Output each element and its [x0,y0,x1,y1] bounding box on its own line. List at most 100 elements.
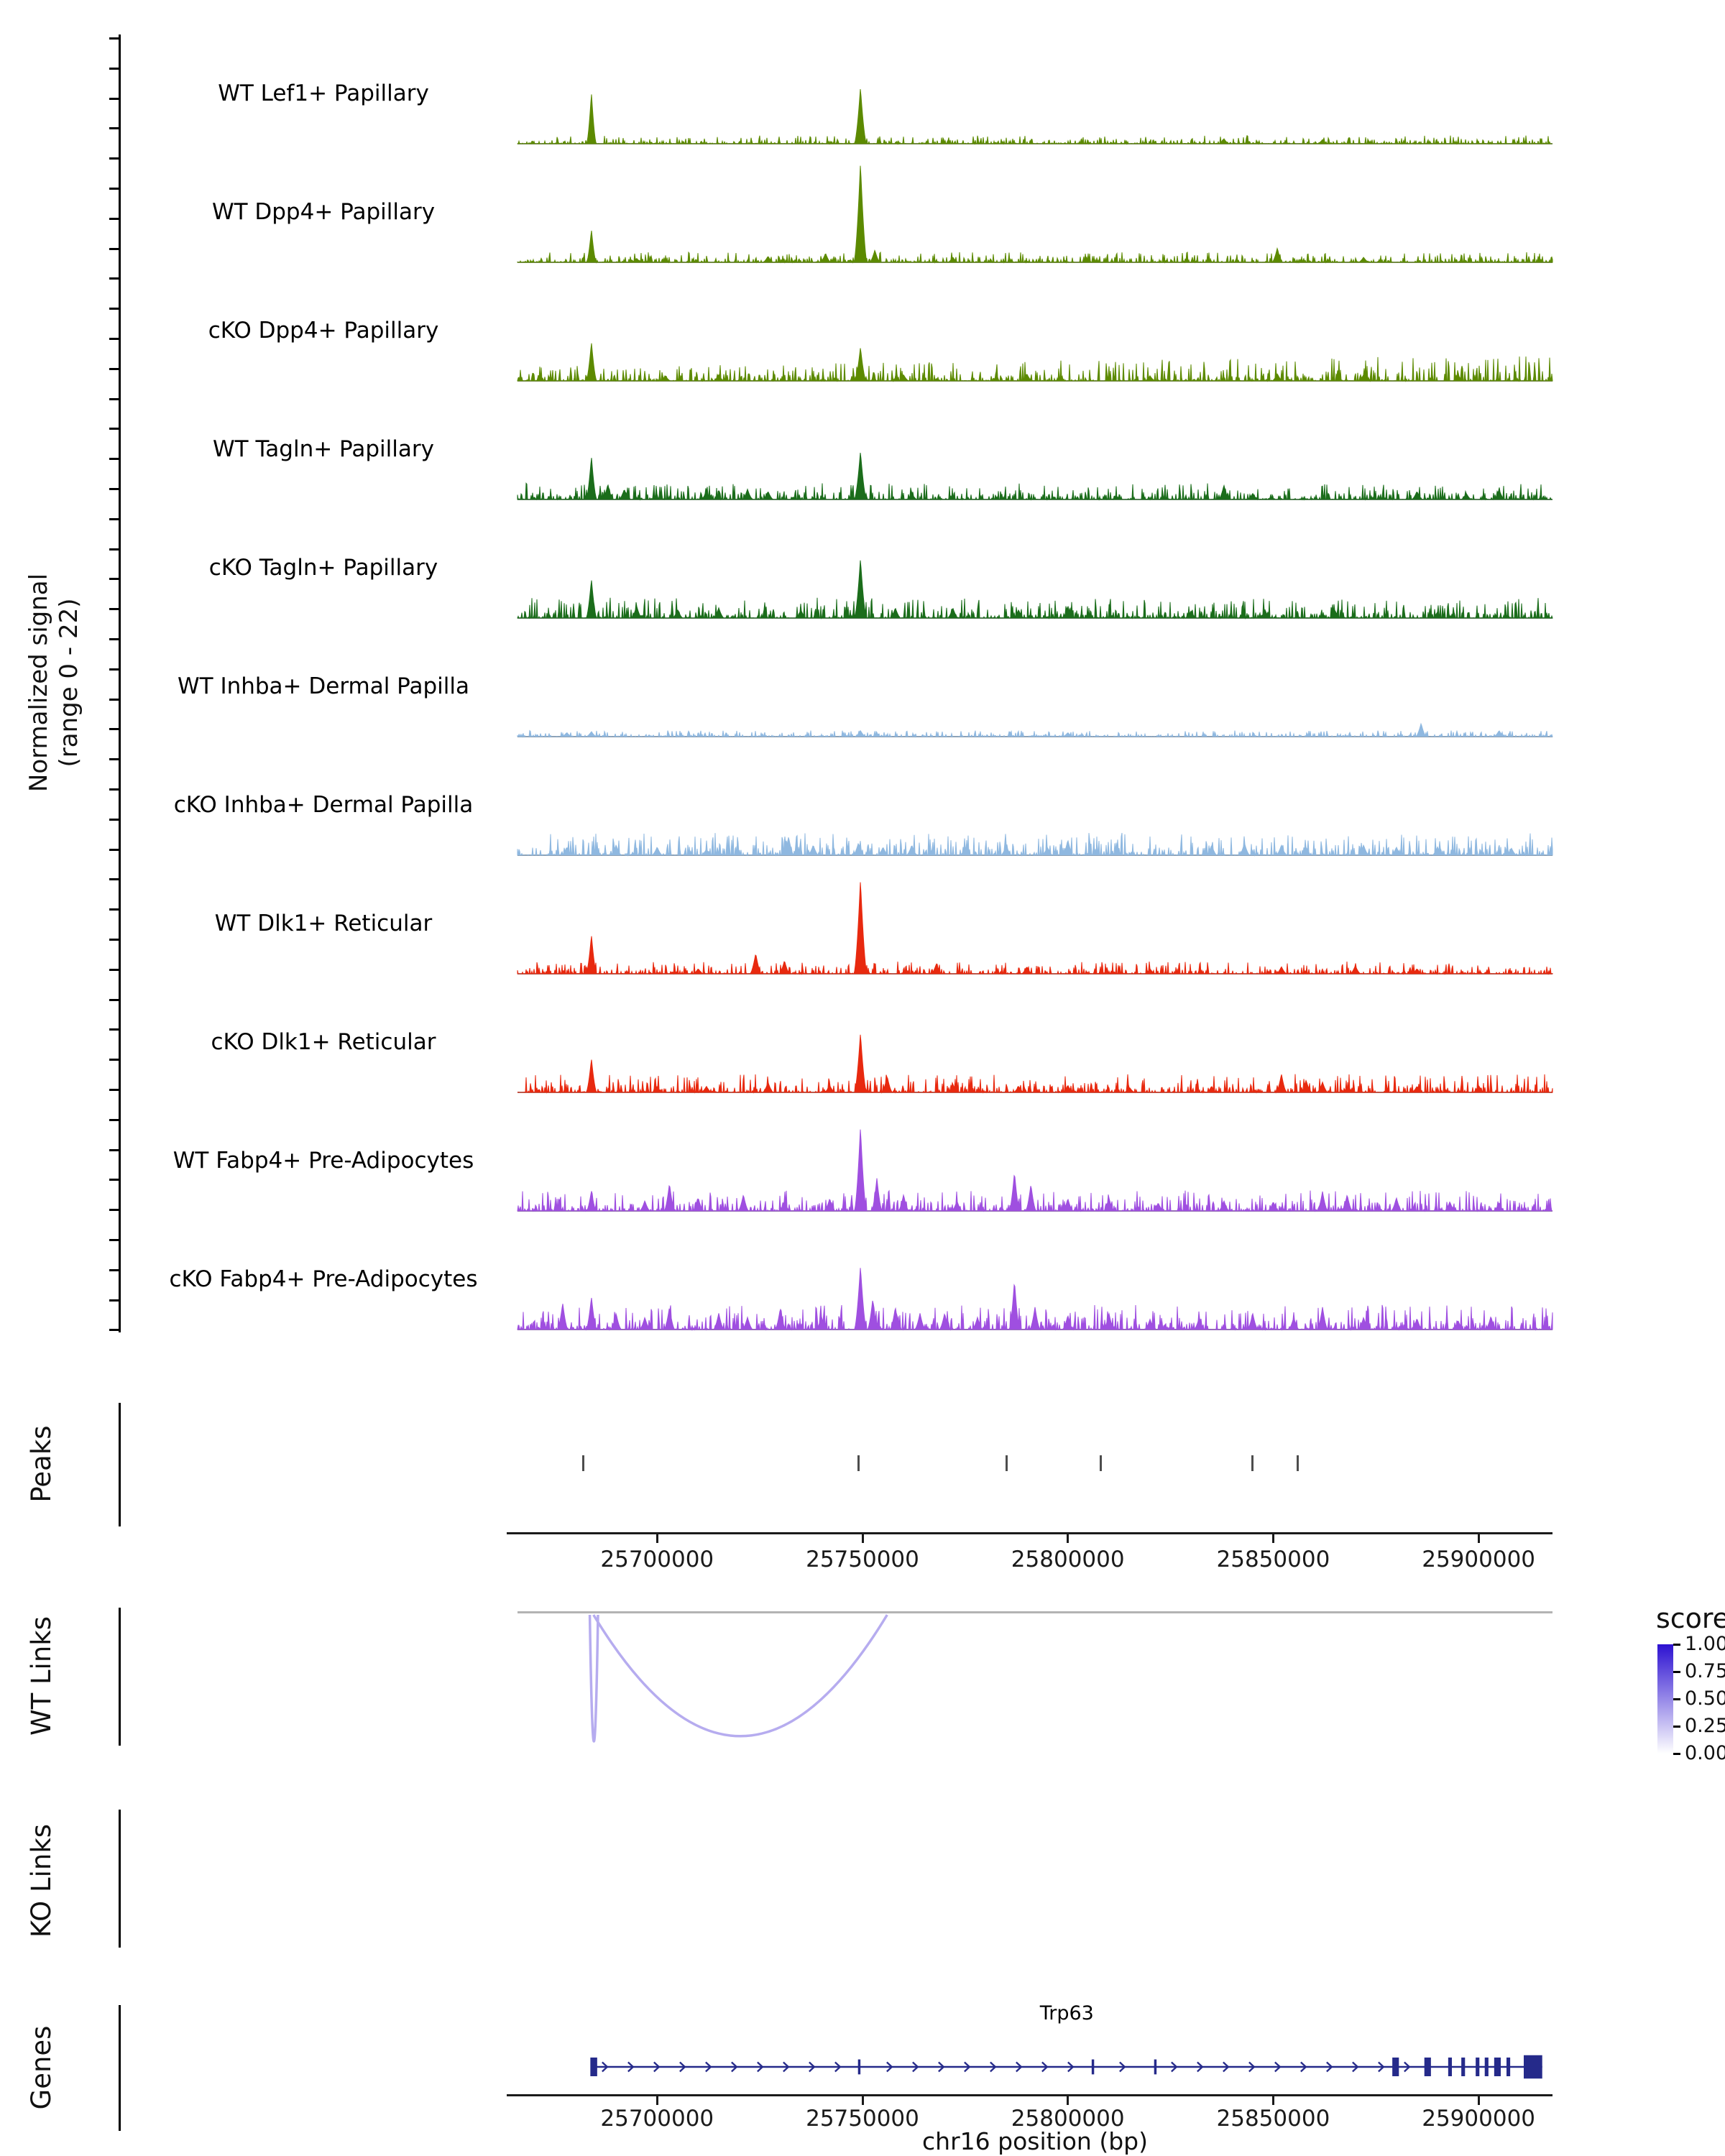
legend-tick [1673,1644,1680,1646]
x-axis-line [507,2094,1552,2096]
signal-track [517,832,1553,857]
peaks-section-label: Peaks [26,1425,57,1503]
x-axis-tick [1271,1534,1274,1543]
gene-exon [1506,2058,1511,2076]
genes-section-label: Genes [26,2025,57,2110]
y-axis-tick [109,157,119,160]
score-legend-title: score [1655,1603,1725,1634]
x-axis-tick [1271,2096,1274,2105]
signal-area [517,88,1552,145]
x-axis-tick-label: 25900000 [1422,2106,1536,2132]
signal-track [517,1268,1553,1331]
signal-track [517,1129,1552,1212]
y-axis-tick [109,67,119,70]
x-axis-tick-label: 25900000 [1422,1547,1536,1572]
y-axis-tick [109,188,119,190]
peak-call-mark [581,1455,584,1471]
legend-tick-label: 0.25 [1685,1715,1725,1737]
signal-area [517,722,1553,738]
x-axis-tick [861,1534,864,1543]
legend-tick [1673,1726,1680,1728]
x-axis-tick [656,1534,658,1543]
y-axis-tick [109,217,119,220]
y-axis-tick [109,338,119,340]
signal-area [517,560,1553,619]
signal-area [517,452,1552,501]
x-axis-tick-label: 25850000 [1216,2106,1330,2132]
signal-track [517,882,1553,975]
signal-area [517,882,1553,975]
y-axis-tick [109,1148,119,1151]
gene-exon [1476,2058,1480,2076]
x-axis-line [507,1532,1552,1534]
legend-tick [1673,1698,1680,1700]
signal-track [517,88,1552,145]
signal-area [517,165,1553,264]
signal-area [517,1129,1552,1212]
y-axis-tick [109,878,119,881]
peak-call-mark [1251,1455,1254,1471]
y-axis-tick [109,367,119,370]
track-label: cKO Fabp4+ Pre-Adipocytes [169,1266,478,1292]
legend-tick [1673,1753,1680,1755]
y-axis-tick [109,1239,119,1241]
y-axis-tick [109,1268,119,1271]
y-axis-tick [109,517,119,520]
legend-tick-label: 0.00 [1685,1742,1725,1764]
x-axis-title: chr16 position (bp) [922,2127,1148,2155]
y-axis-tick [109,998,119,1001]
y-axis-tick [109,1028,119,1031]
gene-exon [1392,2058,1399,2076]
x-axis-tick-label: 25700000 [600,2106,714,2132]
x-axis-tick [656,2096,658,2105]
peak-call-mark [1005,1455,1008,1471]
y-axis-tick [109,1059,119,1061]
x-axis-tick-label: 25800000 [1011,1547,1125,1572]
gene-direction-arrows [602,2061,1411,2073]
signal-area [517,343,1553,382]
y-axis-tick [109,488,119,490]
wt-links-arcs [588,1614,888,1743]
y-axis-tick [109,939,119,941]
signal-area [517,1268,1553,1331]
gene-exon [1484,2058,1489,2076]
signal-track [517,165,1553,264]
signal-axis-line [119,34,121,1332]
track-label: WT Inhba+ Dermal Papilla [178,673,469,699]
y-axis-tick [109,1118,119,1121]
x-axis-tick-label: 25700000 [600,1547,714,1572]
signal-area [517,1034,1553,1094]
links-baseline [518,1611,1552,1613]
signal-track [517,1034,1553,1094]
signal-track [517,452,1552,501]
x-axis-tick-label: 25800000 [1011,2106,1125,2132]
track-label: cKO Inhba+ Dermal Papilla [173,792,474,818]
peak-call-mark [857,1455,860,1471]
y-axis-tick [109,908,119,911]
y-axis-tick [109,668,119,671]
x-axis-tick-label: 25750000 [806,2106,919,2132]
y-axis-tick [109,548,119,550]
y-axis-tick [109,758,119,761]
track-label: WT Lef1+ Papillary [218,80,429,106]
y-axis-tick [109,1329,119,1332]
gene-exon [1448,2058,1452,2076]
y-axis-tick [109,458,119,461]
x-axis-tick [861,2096,864,2105]
link-arc [592,1614,888,1738]
score-colorbar [1657,1644,1673,1754]
gene-exon [857,2059,861,2075]
y-axis-tick [109,1089,119,1091]
x-axis-tick [1067,1534,1070,1543]
track-label: cKO Tagln+ Papillary [208,555,438,581]
gene-model [590,2055,1542,2079]
track-label: WT Dlk1+ Reticular [214,911,433,936]
wt-links-axis-line [119,1608,121,1746]
gene-start-mark [590,2058,593,2076]
y-axis-tick [109,1179,119,1181]
x-axis-tick [1477,1534,1480,1543]
x-axis-tick-label: 25750000 [806,1547,919,1572]
y-axis-tick [109,247,119,250]
track-label: WT Tagln+ Papillary [213,436,434,462]
y-axis-tick [109,728,119,731]
